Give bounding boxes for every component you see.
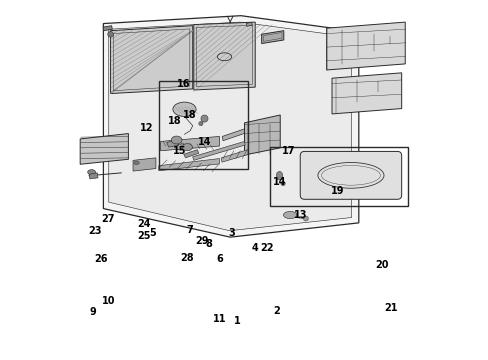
Text: 12: 12 bbox=[139, 123, 153, 133]
Text: 18: 18 bbox=[183, 110, 197, 120]
Text: 6: 6 bbox=[216, 254, 223, 264]
Polygon shape bbox=[246, 22, 252, 26]
Text: 25: 25 bbox=[137, 231, 150, 242]
Text: 3: 3 bbox=[228, 228, 235, 238]
Polygon shape bbox=[244, 115, 280, 155]
Bar bbox=[270, 147, 407, 206]
Polygon shape bbox=[108, 22, 351, 231]
Text: 13: 13 bbox=[294, 210, 307, 220]
Polygon shape bbox=[261, 31, 283, 44]
Ellipse shape bbox=[173, 102, 196, 116]
Ellipse shape bbox=[283, 211, 296, 219]
Circle shape bbox=[107, 31, 113, 37]
Ellipse shape bbox=[87, 170, 95, 175]
Text: 9: 9 bbox=[89, 307, 96, 317]
Bar bbox=[159, 81, 247, 168]
Polygon shape bbox=[326, 22, 405, 70]
Polygon shape bbox=[331, 73, 401, 114]
Text: 27: 27 bbox=[101, 213, 115, 224]
Text: 22: 22 bbox=[259, 243, 273, 253]
FancyBboxPatch shape bbox=[300, 152, 401, 199]
Polygon shape bbox=[89, 173, 98, 179]
Ellipse shape bbox=[134, 161, 139, 165]
Polygon shape bbox=[110, 26, 192, 94]
Text: 11: 11 bbox=[212, 314, 226, 324]
Polygon shape bbox=[193, 22, 255, 90]
Ellipse shape bbox=[182, 144, 192, 151]
Text: 18: 18 bbox=[168, 116, 181, 126]
Polygon shape bbox=[103, 26, 112, 31]
Text: 14: 14 bbox=[272, 177, 285, 187]
Text: 20: 20 bbox=[374, 260, 388, 270]
Text: 15: 15 bbox=[172, 146, 186, 156]
Text: 17: 17 bbox=[282, 146, 295, 156]
Circle shape bbox=[281, 181, 285, 186]
Text: 2: 2 bbox=[273, 306, 280, 316]
Text: 29: 29 bbox=[195, 237, 208, 247]
Text: 23: 23 bbox=[88, 226, 102, 236]
Polygon shape bbox=[160, 136, 219, 151]
Text: 19: 19 bbox=[331, 186, 344, 197]
Text: 7: 7 bbox=[186, 225, 193, 235]
Text: 21: 21 bbox=[384, 303, 397, 313]
Text: 24: 24 bbox=[137, 219, 150, 229]
Polygon shape bbox=[221, 150, 248, 162]
Text: 8: 8 bbox=[205, 239, 212, 249]
Polygon shape bbox=[166, 140, 178, 147]
Text: 14: 14 bbox=[197, 138, 211, 148]
Text: 26: 26 bbox=[94, 253, 107, 264]
Ellipse shape bbox=[276, 171, 282, 180]
Circle shape bbox=[201, 115, 207, 122]
Text: 28: 28 bbox=[180, 253, 194, 263]
Circle shape bbox=[303, 216, 308, 221]
Polygon shape bbox=[103, 16, 358, 237]
Ellipse shape bbox=[171, 136, 182, 144]
Polygon shape bbox=[80, 134, 128, 164]
Text: 4: 4 bbox=[251, 243, 258, 253]
Polygon shape bbox=[133, 158, 156, 171]
Text: 5: 5 bbox=[149, 228, 155, 238]
Text: 10: 10 bbox=[102, 296, 115, 306]
Polygon shape bbox=[183, 150, 198, 158]
Text: 1: 1 bbox=[233, 316, 240, 326]
Circle shape bbox=[198, 121, 203, 126]
Polygon shape bbox=[192, 141, 244, 160]
Polygon shape bbox=[222, 126, 252, 141]
Text: 16: 16 bbox=[177, 79, 190, 89]
Polygon shape bbox=[159, 158, 219, 171]
